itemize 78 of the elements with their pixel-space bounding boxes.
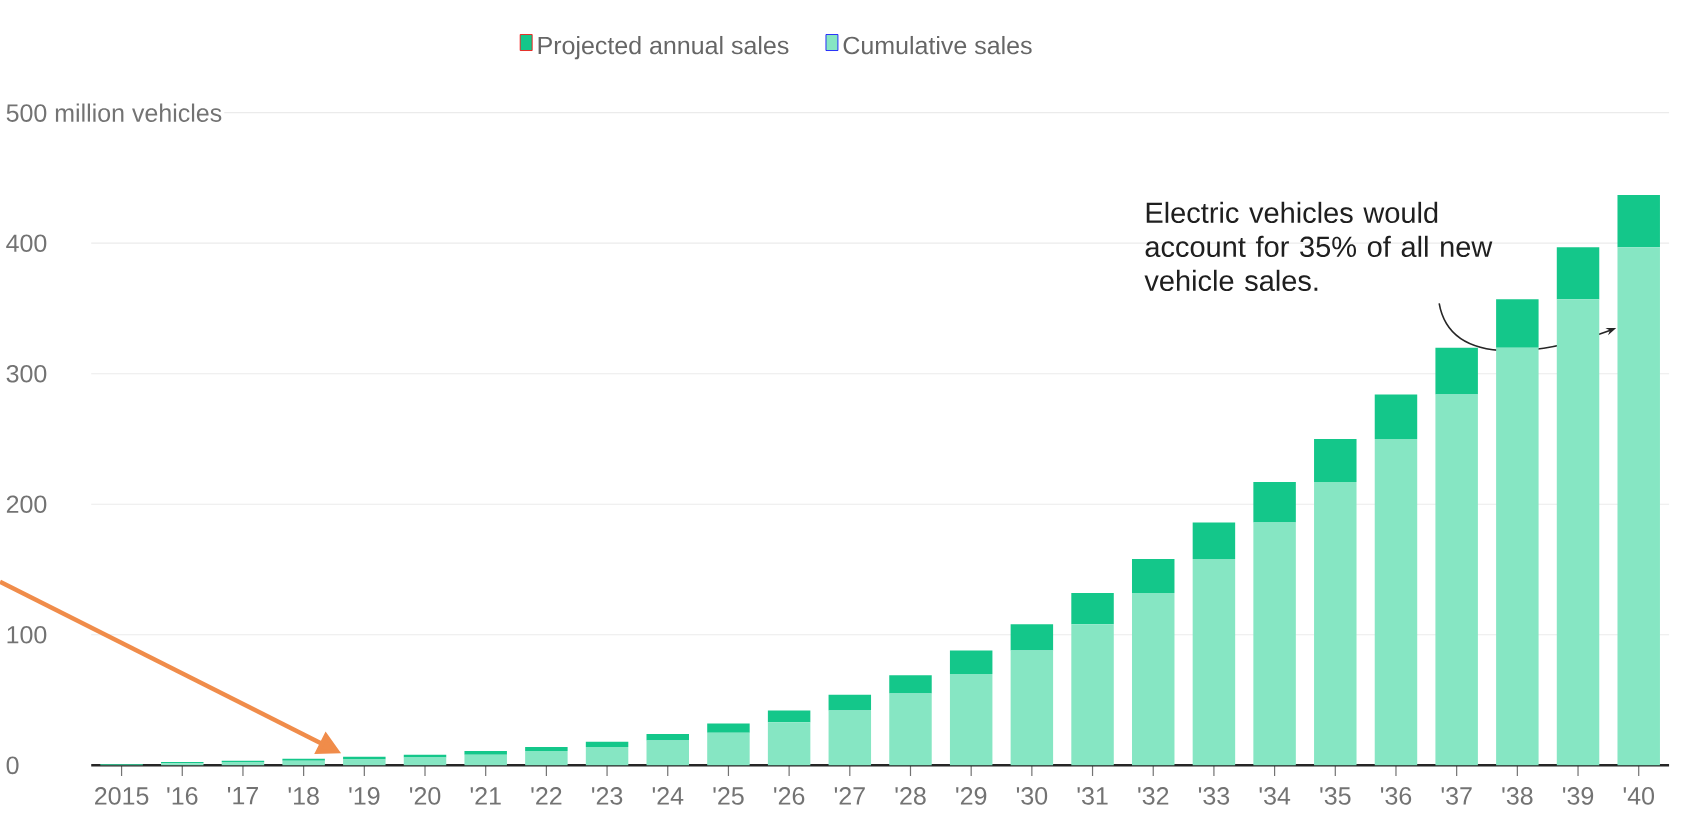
- bar: [828, 694, 872, 711]
- bar: [1617, 194, 1660, 247]
- x-tick-label: 2015: [95, 786, 149, 805]
- bar: [1192, 558, 1236, 766]
- x-tick-label: '18: [288, 786, 319, 805]
- y-tick-label: 200: [6, 495, 47, 513]
- bar: [767, 710, 811, 722]
- bar: [889, 675, 932, 694]
- bar: [1010, 624, 1054, 651]
- bar: [1010, 650, 1054, 766]
- bar: [1314, 438, 1357, 482]
- x-tick-label: '25: [713, 786, 744, 805]
- legend-label: Projected annual sales: [538, 35, 789, 60]
- bar: [828, 710, 872, 766]
- bar: [949, 673, 993, 766]
- bar: [1253, 522, 1296, 766]
- bar: [1556, 246, 1600, 300]
- bar: [1556, 299, 1600, 766]
- bar: [707, 732, 750, 766]
- bar: [403, 757, 447, 766]
- bar: [1131, 558, 1175, 593]
- bar: [1435, 347, 1478, 395]
- bar: [1496, 299, 1539, 348]
- bar: [1192, 522, 1236, 559]
- x-tick-label: '16: [167, 786, 198, 805]
- x-tick-label: '30: [1016, 786, 1048, 805]
- x-tick-label: '29: [956, 786, 987, 805]
- x-tick-label: '32: [1138, 786, 1169, 805]
- x-tick-label: '21: [470, 786, 501, 805]
- x-tick-label: '20: [409, 786, 441, 805]
- y-tick-label: 400: [6, 234, 47, 252]
- bar: [1374, 394, 1418, 439]
- bar: [1314, 481, 1357, 766]
- x-tick-label: '22: [531, 786, 562, 805]
- x-tick-label: '27: [834, 786, 865, 805]
- y-tick-label: 300: [6, 364, 47, 383]
- bar: [646, 733, 689, 741]
- x-tick-label: '31: [1077, 786, 1108, 805]
- bar: [343, 759, 386, 766]
- x-tick-label: '17: [227, 786, 258, 805]
- annotation: Electric vehicles would account for 35% of all new vehicle sales.: [1144, 201, 1493, 291]
- bar: [1071, 592, 1114, 625]
- x-tick-label: '38: [1502, 786, 1533, 805]
- x-tick-label: '23: [592, 786, 623, 805]
- y-tick-label: 500 million vehicles: [6, 103, 222, 122]
- bar: [767, 721, 811, 766]
- x-tick-label: '39: [1563, 786, 1594, 805]
- bar: [585, 741, 629, 747]
- bar: [1374, 438, 1418, 766]
- bar: [464, 750, 507, 755]
- bar: [1253, 481, 1296, 523]
- x-tick-label: '24: [652, 786, 684, 805]
- x-tick-label: '37: [1441, 786, 1472, 805]
- y-tick-label: 100: [7, 625, 47, 644]
- x-tick-label: '36: [1380, 786, 1412, 805]
- x-tick-label: '26: [774, 786, 805, 805]
- legend-label: Cumulative sales: [843, 35, 1032, 55]
- bar: [525, 746, 568, 751]
- x-tick-label: '40: [1623, 786, 1655, 805]
- bar: [1071, 624, 1114, 766]
- bar: [1617, 246, 1660, 766]
- x-tick-label: '34: [1259, 786, 1291, 805]
- bar: [221, 761, 265, 766]
- y-tick-label: 0: [6, 756, 19, 774]
- bar: [949, 650, 993, 674]
- bar: [1435, 394, 1478, 766]
- bar: [646, 740, 689, 766]
- bar: [1131, 592, 1175, 766]
- bar: [707, 723, 750, 733]
- bar: [1496, 347, 1539, 766]
- x-tick-label: '28: [895, 786, 926, 805]
- x-tick-label: '19: [349, 786, 380, 805]
- bar: [889, 693, 932, 766]
- bar: [585, 746, 629, 766]
- bar: [464, 754, 507, 766]
- x-tick-label: '33: [1198, 786, 1230, 805]
- x-tick-label: '35: [1320, 786, 1351, 805]
- bar: [525, 750, 568, 766]
